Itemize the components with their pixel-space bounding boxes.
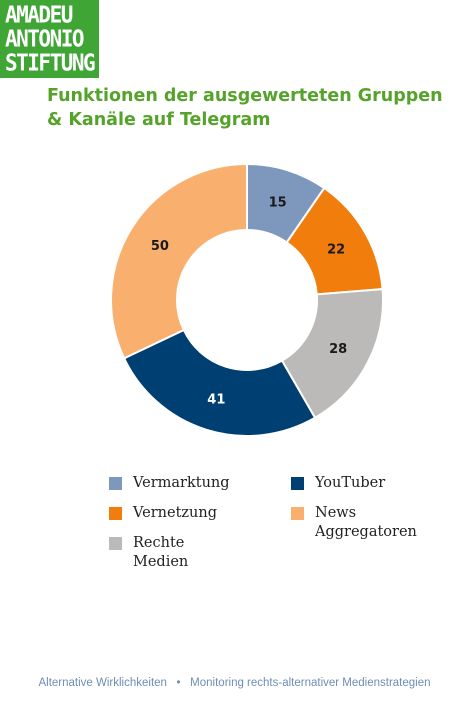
legend-label-rechte-medien: Rechte Medien bbox=[133, 535, 189, 570]
amadeu-antonio-stiftung-logo: AMADEU ANTONIO STIFTUNG bbox=[0, 0, 99, 78]
legend-label-vernetzung: Vernetzung bbox=[133, 505, 217, 521]
data-label-vermarktung: 15 bbox=[269, 196, 287, 211]
data-label-vernetzung: 22 bbox=[327, 243, 345, 258]
footer-separator: • bbox=[176, 677, 181, 689]
donut-slice-youtuber bbox=[122, 328, 317, 437]
legend-item-vermarktung: Vermarktung bbox=[109, 474, 243, 493]
legend-item-vernetzung: Vernetzung bbox=[109, 504, 243, 523]
logo-line-2: ANTONIO bbox=[5, 26, 85, 52]
donut-slice-news-aggregatoren bbox=[110, 162, 248, 360]
legend-label-vermarktung: Vermarktung bbox=[133, 475, 230, 491]
legend-item-rechte-medien: Rechte Medien bbox=[109, 534, 243, 572]
legend-item-youtuber: YouTuber bbox=[291, 474, 425, 493]
data-label-rechte-medien: 28 bbox=[329, 342, 347, 357]
legend-swatch-rechte-medien bbox=[109, 537, 122, 550]
logo-line-1: AMADEU bbox=[5, 2, 73, 28]
footer-publication-subtitle: Monitoring rechts-alternativer Medienstr… bbox=[190, 677, 431, 689]
legend-item-news-aggregatoren: News Aggregatoren bbox=[291, 504, 425, 542]
legend-swatch-vermarktung bbox=[109, 477, 122, 490]
logo-line-3: STIFTUNG bbox=[5, 50, 96, 76]
legend-label-news-aggregatoren: News Aggregatoren bbox=[315, 505, 417, 540]
donut-chart: 15 22 28 41 50 bbox=[110, 162, 384, 437]
data-label-youtuber: 41 bbox=[207, 392, 225, 407]
data-label-news-aggregatoren: 50 bbox=[151, 239, 169, 254]
legend-swatch-news-aggregatoren bbox=[291, 507, 304, 520]
chart-title: Funktionen der ausgewerteten Gruppen & K… bbox=[47, 86, 443, 130]
legend-swatch-vernetzung bbox=[109, 507, 122, 520]
legend-label-youtuber: YouTuber bbox=[315, 475, 386, 491]
footer-publication-title: Alternative Wirklichkeiten bbox=[38, 677, 167, 689]
page-footer: Alternative Wirklichkeiten • Monitoring … bbox=[0, 677, 469, 689]
legend-swatch-youtuber bbox=[291, 477, 304, 490]
